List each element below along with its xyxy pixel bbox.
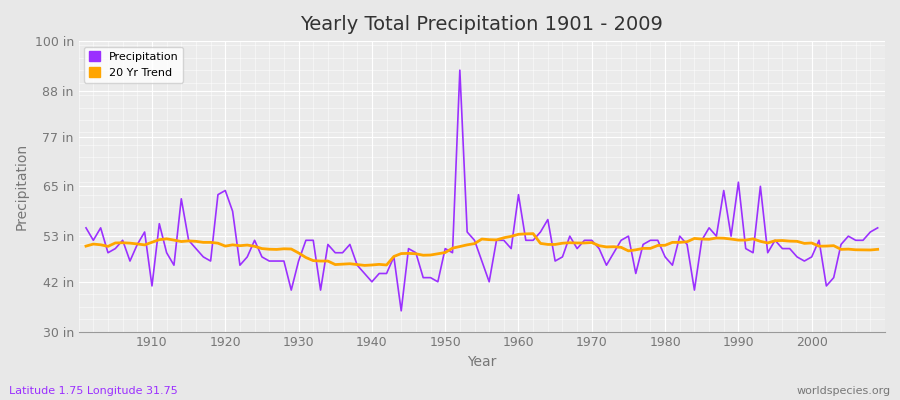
X-axis label: Year: Year — [467, 355, 497, 369]
Y-axis label: Precipitation: Precipitation — [15, 143, 29, 230]
Precipitation — [345, 242, 356, 247]
20 Yr Trend — [81, 244, 92, 248]
Text: worldspecies.org: worldspecies.org — [796, 386, 891, 396]
Precipitation — [454, 68, 465, 72]
20 Yr Trend — [616, 245, 626, 250]
20 Yr Trend — [359, 263, 370, 268]
20 Yr Trend — [140, 242, 150, 247]
20 Yr Trend — [345, 261, 356, 266]
Line: 20 Yr Trend: 20 Yr Trend — [86, 234, 878, 265]
Precipitation — [81, 226, 92, 230]
20 Yr Trend — [520, 232, 531, 236]
20 Yr Trend — [872, 247, 883, 252]
Precipitation — [520, 238, 531, 243]
Text: Latitude 1.75 Longitude 31.75: Latitude 1.75 Longitude 31.75 — [9, 386, 178, 396]
20 Yr Trend — [301, 255, 311, 260]
Precipitation — [872, 226, 883, 230]
20 Yr Trend — [527, 231, 538, 236]
Precipitation — [616, 238, 626, 243]
Precipitation — [527, 238, 538, 243]
20 Yr Trend — [513, 232, 524, 237]
Line: Precipitation: Precipitation — [86, 70, 878, 311]
Legend: Precipitation, 20 Yr Trend: Precipitation, 20 Yr Trend — [85, 47, 183, 83]
Precipitation — [396, 308, 407, 313]
Precipitation — [140, 230, 150, 234]
Precipitation — [301, 238, 311, 243]
Title: Yearly Total Precipitation 1901 - 2009: Yearly Total Precipitation 1901 - 2009 — [301, 15, 663, 34]
